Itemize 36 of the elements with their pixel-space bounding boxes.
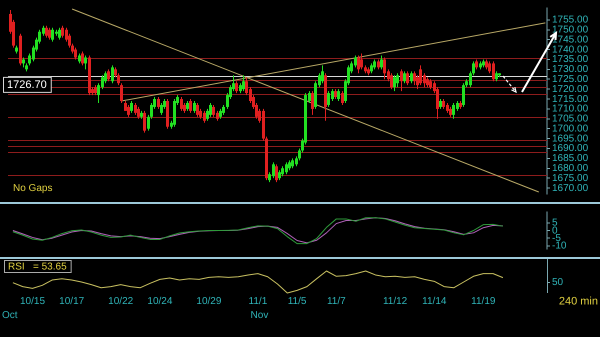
x-tick-label: 10/24 bbox=[147, 296, 173, 307]
y-tick-label: 1740.00 bbox=[552, 44, 589, 56]
x-tick-label: 11/12 bbox=[382, 296, 408, 307]
y-tick-label: 1725.00 bbox=[552, 74, 589, 85]
y-tick-label: 1675.00 bbox=[552, 172, 589, 184]
x-tick-label: 10/29 bbox=[196, 296, 222, 307]
ref-line-label: 1726.70 bbox=[7, 78, 47, 91]
y-tick-label: 1735.00 bbox=[552, 54, 589, 66]
text: 50 bbox=[552, 276, 564, 288]
x-tick-label: 10/15 bbox=[20, 296, 46, 307]
y-tick-label: 1705.00 bbox=[552, 114, 589, 125]
x-tick-label: 11/14 bbox=[422, 296, 447, 307]
x-tick-label: 10/22 bbox=[108, 296, 134, 307]
y-tick-label: 1755.00 bbox=[552, 14, 589, 26]
x-tick-label: 11/19 bbox=[471, 296, 496, 307]
text: Oct bbox=[2, 310, 18, 321]
x-tick-label: 11/7 bbox=[326, 296, 346, 307]
y-tick-label: 1695.00 bbox=[552, 133, 589, 144]
x-tick-label: 11/1 bbox=[248, 296, 268, 307]
y-tick-label: 1710.00 bbox=[552, 104, 589, 115]
x-tick-label: 11/5 bbox=[288, 296, 307, 307]
annotation: No Gaps bbox=[13, 182, 52, 194]
annotation: RSI = 53.65 bbox=[8, 261, 68, 272]
text: 240 min bbox=[558, 296, 598, 308]
y-tick-label: 1700.00 bbox=[552, 123, 589, 134]
y-tick-label: -10 bbox=[552, 240, 567, 252]
text: Nov bbox=[250, 310, 268, 321]
y-tick-label: 1720.00 bbox=[552, 84, 589, 95]
y-tick-label: 1690.00 bbox=[552, 143, 589, 154]
y-tick-label: 1685.00 bbox=[552, 153, 589, 164]
y-tick-label: 1670.00 bbox=[552, 182, 589, 194]
x-tick-label: 10/17 bbox=[59, 296, 85, 307]
y-tick-label: 1750.00 bbox=[552, 24, 589, 36]
y-tick-label: 1715.00 bbox=[552, 94, 589, 105]
y-tick-label: 1730.00 bbox=[552, 64, 589, 76]
y-tick-label: 1680.00 bbox=[552, 163, 589, 174]
